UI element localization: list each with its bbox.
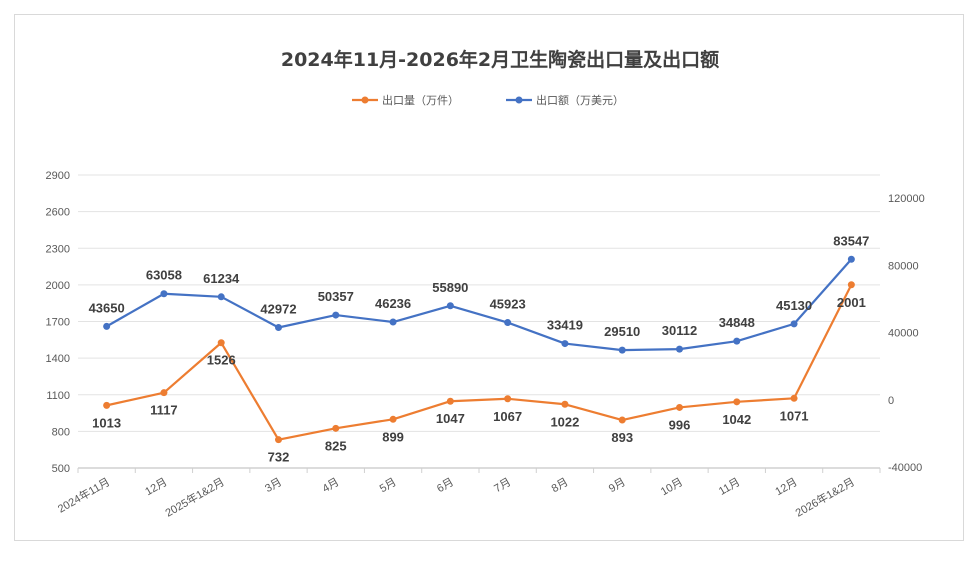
data-label: 1071 bbox=[780, 408, 809, 423]
amount-series-line bbox=[106, 258, 853, 352]
x-tick-label: 12月 bbox=[773, 476, 799, 498]
data-point bbox=[561, 400, 569, 408]
legend-marker bbox=[361, 96, 369, 104]
x-tick-label: 5月 bbox=[378, 476, 399, 495]
data-label: 43650 bbox=[89, 300, 125, 315]
data-point bbox=[618, 416, 626, 424]
x-tick-label: 2024年11月 bbox=[55, 474, 112, 515]
data-label: 1526 bbox=[207, 353, 236, 368]
data-point bbox=[676, 403, 683, 411]
chart-frame bbox=[14, 14, 964, 541]
data-point bbox=[790, 394, 798, 402]
data-label: 1047 bbox=[436, 411, 465, 426]
legend-label: 出口量（万件） bbox=[382, 93, 459, 107]
left-tick-label: 2000 bbox=[46, 280, 70, 292]
data-point bbox=[676, 345, 683, 353]
series: 1013 1117 1526 732 825 899 1047 1067 1022 893 996 1… bbox=[89, 233, 870, 464]
data-label: 61234 bbox=[203, 271, 240, 286]
x-tick-label: 12月 bbox=[143, 476, 169, 498]
data-label: 55890 bbox=[432, 280, 468, 295]
right-tick-label: 120000 bbox=[888, 193, 925, 205]
data-point bbox=[389, 318, 397, 326]
left-tick-label: 1400 bbox=[46, 353, 70, 365]
data-point bbox=[847, 255, 855, 263]
data-label: 83547 bbox=[833, 233, 869, 248]
right-tick-label: 40000 bbox=[888, 328, 919, 340]
data-point bbox=[332, 424, 340, 432]
data-point bbox=[275, 324, 282, 332]
data-point bbox=[504, 395, 512, 403]
data-label: 63058 bbox=[146, 268, 182, 283]
data-label: 1067 bbox=[493, 409, 522, 424]
data-label: 42972 bbox=[260, 302, 296, 317]
data-label: 1013 bbox=[92, 415, 121, 430]
legend-marker bbox=[515, 96, 523, 104]
x-tick-label: 7月 bbox=[492, 476, 513, 495]
right-tick-label: -40000 bbox=[888, 462, 922, 474]
data-point bbox=[103, 401, 111, 409]
volume-series-line bbox=[106, 284, 853, 441]
data-point bbox=[733, 398, 741, 406]
left-tick-label: 800 bbox=[52, 426, 70, 438]
data-point bbox=[389, 415, 397, 423]
left-tick-label: 500 bbox=[52, 463, 70, 475]
data-label: 1042 bbox=[722, 412, 751, 427]
x-tick-label: 2026年1&2月 bbox=[793, 474, 857, 519]
data-label: 29510 bbox=[604, 324, 640, 339]
left-tick-label: 2900 bbox=[46, 170, 70, 182]
left-tick-label: 2300 bbox=[46, 243, 70, 255]
data-label: 893 bbox=[611, 430, 633, 445]
gridlines bbox=[78, 174, 880, 469]
data-point bbox=[446, 397, 454, 405]
data-label: 2001 bbox=[837, 295, 866, 310]
data-point bbox=[618, 346, 626, 354]
right-tick-label: 80000 bbox=[888, 260, 919, 272]
data-point bbox=[446, 302, 454, 310]
data-label: 1117 bbox=[150, 403, 178, 418]
data-label: 45130 bbox=[776, 298, 812, 313]
left-tick-label: 1700 bbox=[46, 317, 70, 329]
x-tick-label: 10月 bbox=[659, 476, 685, 498]
data-point bbox=[504, 319, 512, 327]
left-tick-label: 2600 bbox=[46, 207, 70, 219]
x-tick-label: 3月 bbox=[263, 476, 284, 495]
data-label: 825 bbox=[325, 438, 347, 453]
x-tick-label: 6月 bbox=[435, 476, 456, 495]
data-label: 899 bbox=[382, 429, 404, 444]
data-label: 1022 bbox=[550, 414, 579, 429]
data-label: 996 bbox=[669, 417, 691, 432]
data-point bbox=[103, 322, 111, 330]
x-tick-label: 4月 bbox=[320, 476, 341, 495]
x-tick-label: 9月 bbox=[607, 476, 628, 495]
data-point bbox=[733, 337, 741, 345]
data-label: 732 bbox=[268, 450, 290, 465]
data-point bbox=[217, 293, 225, 301]
x-tick-label: 2025年1&2月 bbox=[163, 474, 227, 519]
legend: 出口量（万件） 出口额（万美元） bbox=[352, 93, 624, 107]
x-tick-label: 11月 bbox=[717, 476, 742, 498]
data-label: 50357 bbox=[318, 289, 354, 304]
chart-title: 2024年11月-2026年2月卫生陶瓷出口量及出口额 bbox=[281, 48, 719, 71]
legend-label: 出口额（万美元） bbox=[536, 93, 624, 107]
data-point bbox=[790, 320, 798, 328]
data-label: 33419 bbox=[547, 318, 583, 333]
right-tick-label: 0 bbox=[888, 395, 894, 407]
data-label: 45923 bbox=[490, 297, 526, 312]
left-tick-label: 1100 bbox=[46, 390, 70, 402]
axes: 500 800 1100 1400 1700 2000 2300 2600 2900 -40000… bbox=[46, 170, 925, 520]
data-label: 46236 bbox=[375, 296, 411, 311]
data-label: 34848 bbox=[719, 315, 755, 330]
data-label: 30112 bbox=[662, 323, 697, 338]
data-point bbox=[160, 389, 168, 397]
data-point bbox=[847, 281, 855, 289]
data-point bbox=[561, 340, 569, 348]
data-point bbox=[275, 436, 282, 444]
x-tick-label: 8月 bbox=[550, 476, 571, 495]
data-point bbox=[217, 339, 225, 347]
data-point bbox=[332, 311, 340, 319]
data-point bbox=[160, 290, 168, 298]
